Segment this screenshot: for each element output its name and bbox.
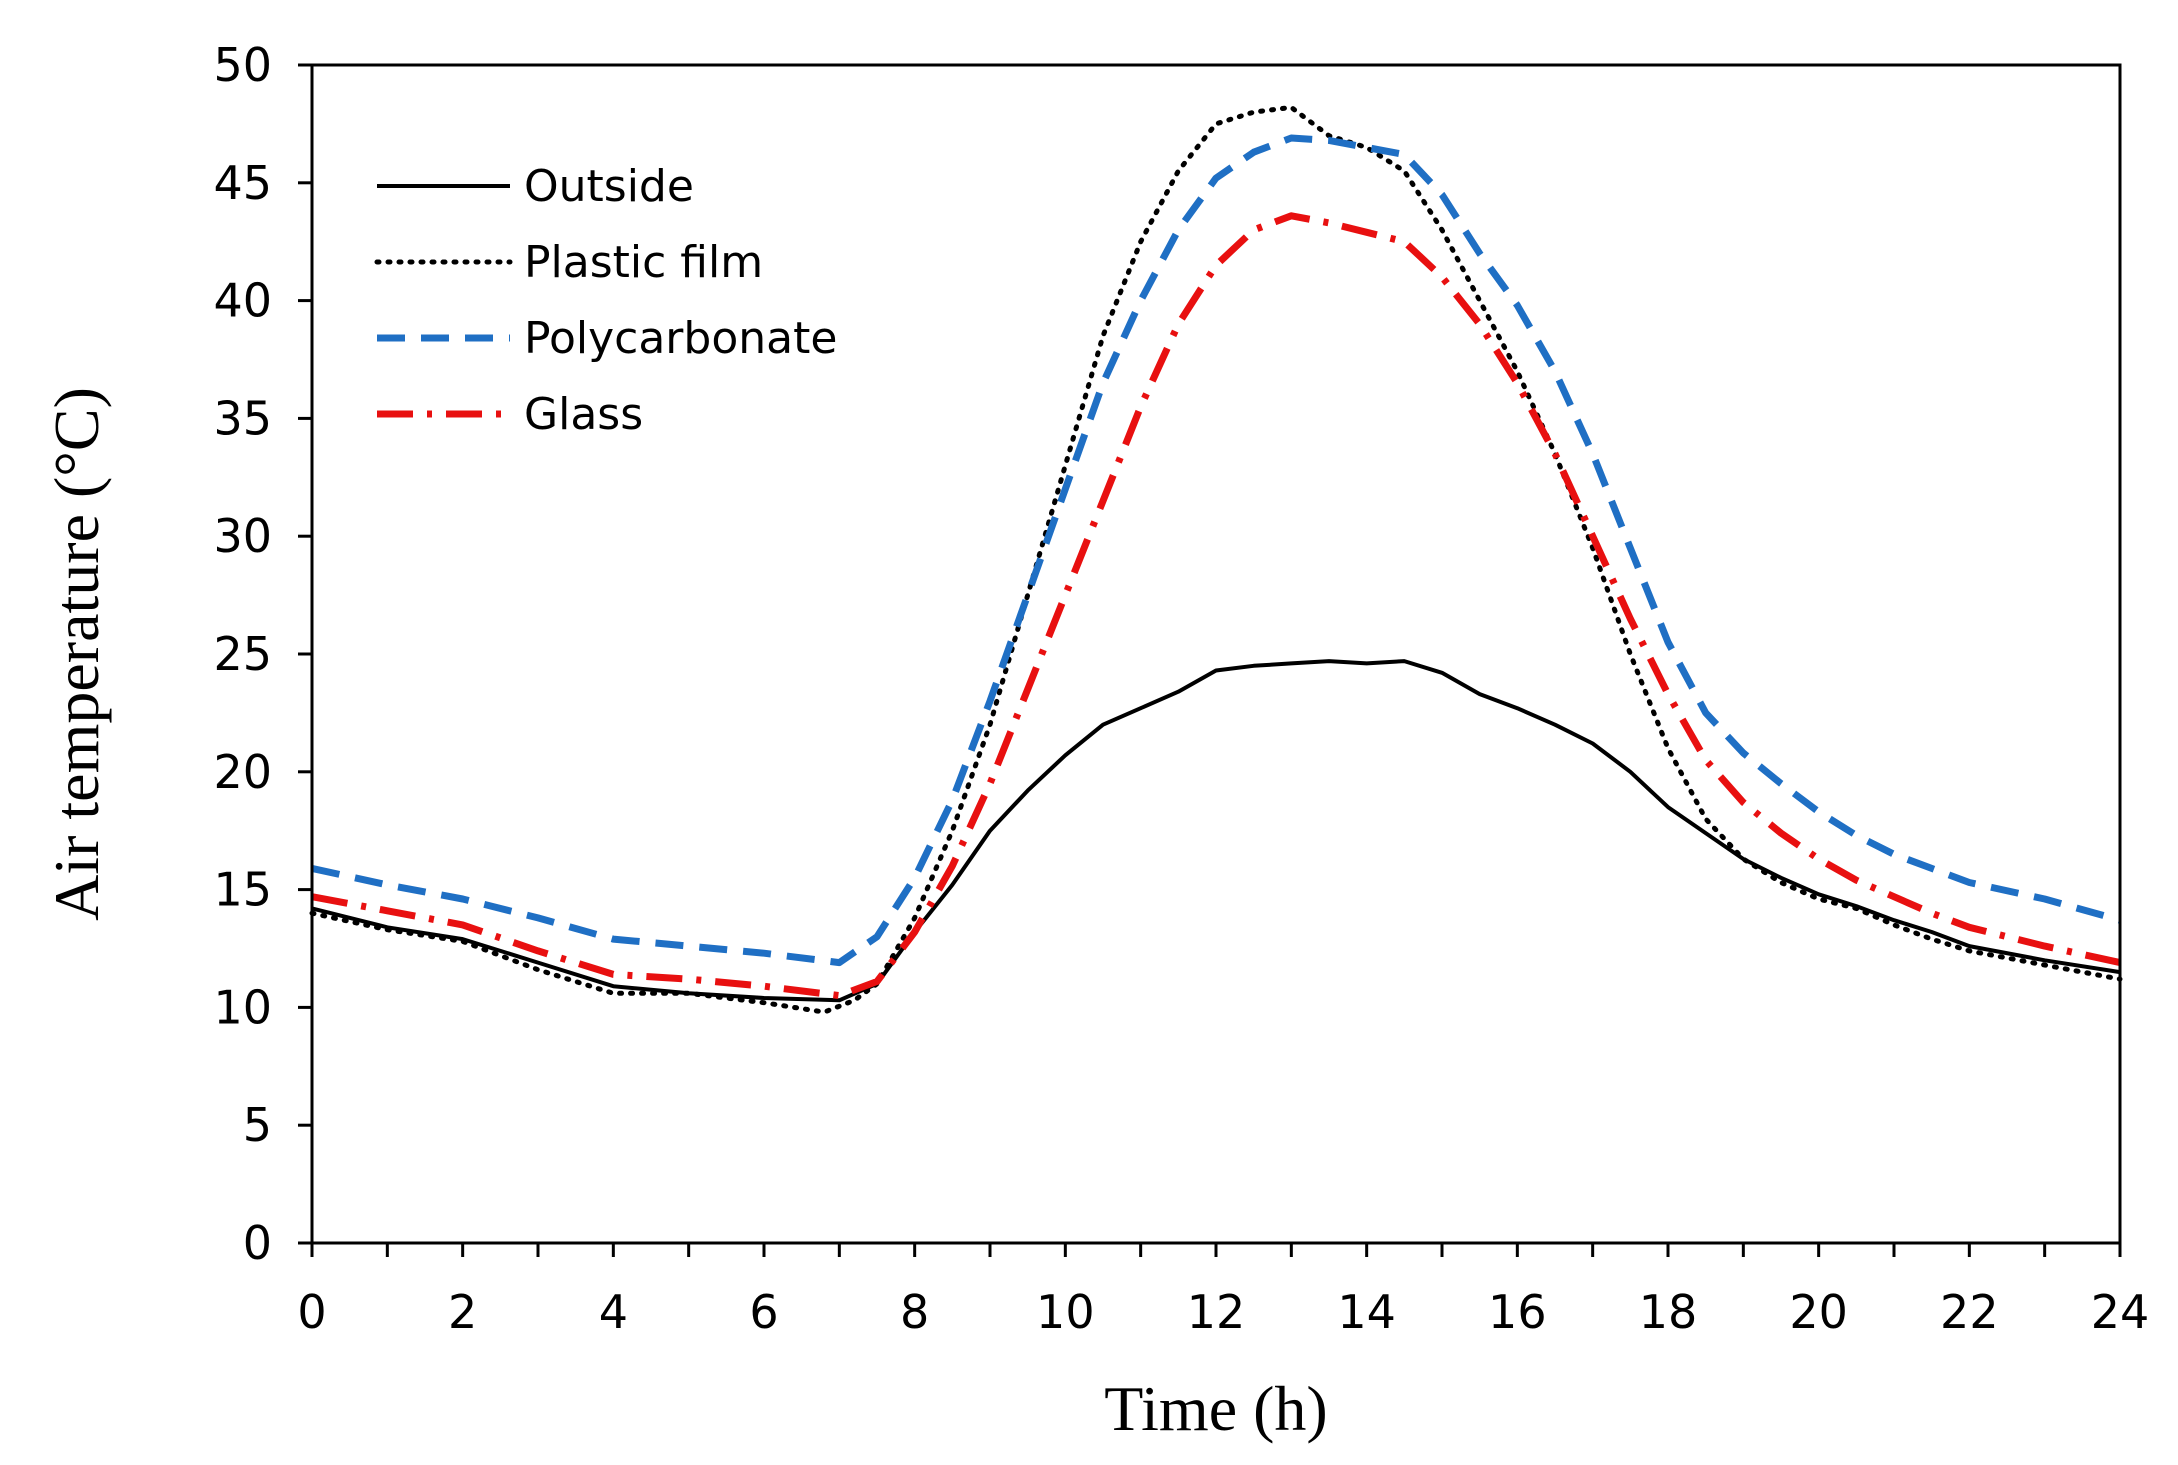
series-line-2: [311, 134, 2121, 967]
x-tick-label: 14: [1337, 1285, 1396, 1339]
legend-label-0: Outside: [524, 161, 694, 212]
series-line-1: [309, 104, 2123, 1015]
y-axis-title: Air temperature (°C): [41, 387, 112, 921]
legend-label-2: Polycarbonate: [524, 313, 837, 364]
x-tick-label: 0: [297, 1285, 326, 1339]
series-layer: [309, 104, 2123, 1015]
x-axis: 0 2 4 6 8 10 12 14 16 18 20 22 24: [297, 1243, 2149, 1339]
legend-label-3: Glass: [524, 389, 643, 440]
y-tick-label: 0: [243, 1216, 272, 1270]
y-tick-label: 50: [213, 38, 272, 92]
x-axis-title: Time (h): [1104, 1373, 1327, 1444]
x-tick-label: 10: [1036, 1285, 1095, 1339]
legend-label-1: Plastic film: [524, 237, 763, 288]
y-tick-label: 30: [213, 509, 272, 563]
x-tick-label: 20: [1789, 1285, 1848, 1339]
x-tick-label: 12: [1187, 1285, 1246, 1339]
y-tick-label: 40: [213, 274, 272, 328]
series-line-0: [311, 659, 2121, 1003]
series-line-3: [311, 212, 2121, 1000]
y-tick-label: 35: [213, 391, 272, 445]
x-tick-label: 16: [1488, 1285, 1547, 1339]
y-tick-label: 10: [213, 980, 272, 1034]
x-tick-label: 22: [1940, 1285, 1999, 1339]
y-tick-label: 15: [213, 863, 272, 917]
y-axis: 0 5 10 15 20 25 30 35 40 45 50: [213, 38, 312, 1270]
x-tick-label: 6: [749, 1285, 778, 1339]
x-tick-label: 8: [900, 1285, 929, 1339]
x-tick-label: 18: [1639, 1285, 1698, 1339]
y-tick-label: 25: [213, 627, 272, 681]
y-tick-label: 45: [213, 156, 272, 210]
x-tick-label: 24: [2091, 1285, 2150, 1339]
x-tick-label: 4: [599, 1285, 628, 1339]
legend: Outside Plastic film Polycarbonate Glass: [374, 161, 837, 440]
y-tick-label: 20: [213, 745, 272, 799]
x-tick-label: 2: [448, 1285, 477, 1339]
y-tick-label: 5: [243, 1098, 272, 1152]
